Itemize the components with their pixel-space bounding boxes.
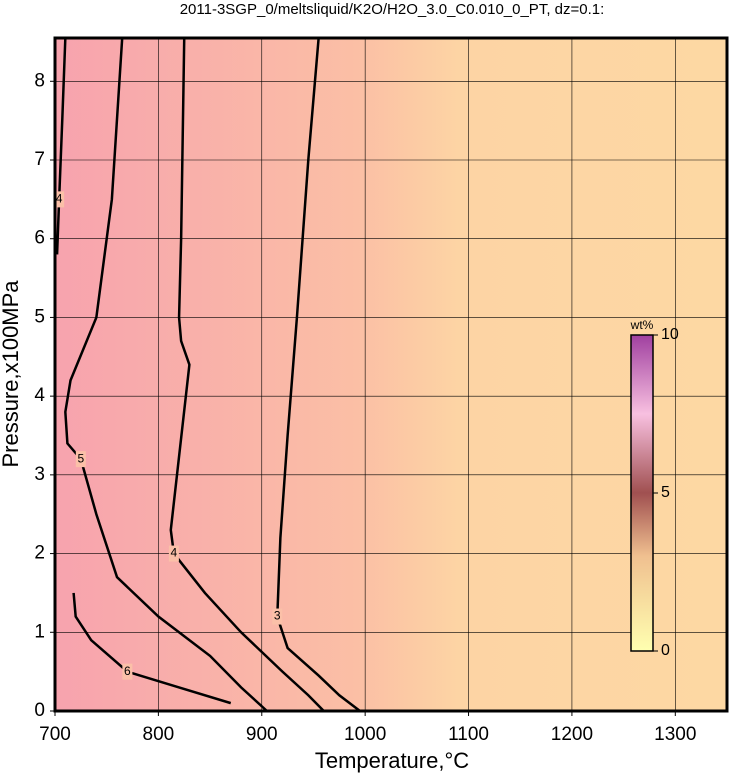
contour-label: 4 bbox=[56, 192, 63, 206]
y-tick-label: 4 bbox=[34, 385, 45, 406]
contour-label: 4 bbox=[171, 546, 178, 560]
contour-label-bg bbox=[75, 451, 86, 468]
plot-background bbox=[55, 38, 727, 711]
x-tick-label: 800 bbox=[143, 724, 175, 745]
colorbar-tick-label: 0 bbox=[661, 642, 670, 659]
contour-label: 6 bbox=[124, 664, 131, 678]
y-axis-label: Pressure,x100MPa bbox=[0, 280, 23, 468]
x-tick-label: 1100 bbox=[448, 724, 489, 745]
contour-line bbox=[169, 37, 325, 712]
colorbar-tick-label: 10 bbox=[661, 326, 679, 343]
x-tick-label: 1000 bbox=[344, 724, 386, 745]
y-tick-label: 5 bbox=[34, 306, 45, 327]
y-tick-label: 6 bbox=[34, 228, 45, 249]
colorbar bbox=[630, 334, 654, 652]
y-tick-label: 1 bbox=[34, 621, 45, 642]
contour-label: 3 bbox=[274, 609, 281, 623]
contour-label-bg bbox=[122, 663, 133, 680]
y-tick-label: 8 bbox=[34, 70, 45, 91]
y-tick-label: 0 bbox=[34, 700, 45, 721]
colorbar-label: wt% bbox=[630, 318, 654, 332]
contour-label-bg bbox=[272, 608, 283, 625]
x-tick-label: 1200 bbox=[551, 724, 593, 745]
contour-label: 5 bbox=[78, 451, 85, 465]
contour-line bbox=[72, 592, 232, 705]
x-tick-label: 700 bbox=[39, 724, 71, 745]
y-tick-label: 3 bbox=[34, 464, 45, 485]
contour-label-bg bbox=[168, 545, 179, 562]
x-tick-label: 1300 bbox=[654, 724, 696, 745]
plot-frame bbox=[53, 36, 729, 713]
x-tick-label: 900 bbox=[246, 724, 278, 745]
y-tick-label: 7 bbox=[34, 149, 45, 170]
chart-title: 2011-3SGP_0/meltsliquid/K2O/H2O_3.0_C0.0… bbox=[180, 1, 605, 18]
contour-label-bg bbox=[54, 191, 65, 208]
colorbar-tick-label: 5 bbox=[661, 484, 670, 501]
contour-line bbox=[55, 37, 67, 255]
y-tick-label: 2 bbox=[34, 543, 45, 564]
contour-line bbox=[276, 37, 361, 712]
x-axis-label: Temperature,°C bbox=[315, 748, 469, 773]
